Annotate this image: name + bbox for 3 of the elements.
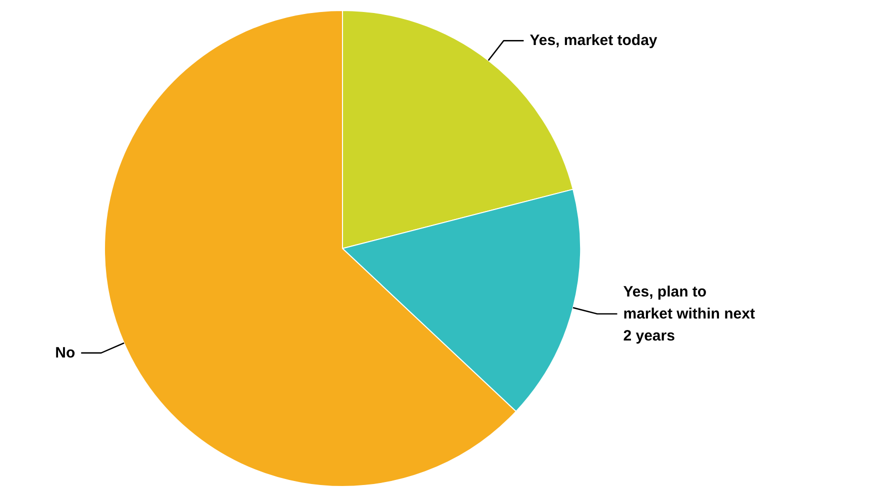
slice-label: Yes, market today (530, 32, 658, 50)
slice-label: No (55, 344, 76, 362)
slice-label: Yes, plan to market within next 2 years (623, 283, 755, 345)
